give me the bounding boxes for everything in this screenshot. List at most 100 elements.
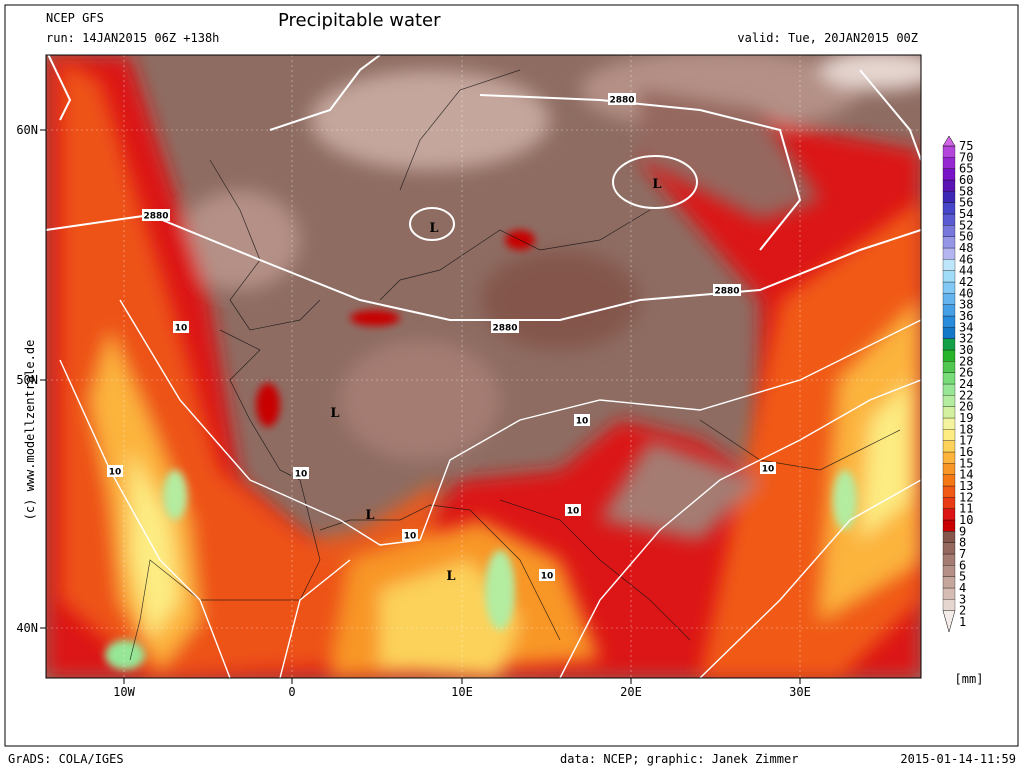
colorbar-label: 65 <box>959 162 973 176</box>
colorbar-box <box>942 349 956 362</box>
contour-label: 2880 <box>714 287 739 297</box>
colorbar-label: 58 <box>959 184 973 198</box>
colorbar-label: 70 <box>959 150 973 164</box>
colorbar-label: 2 <box>959 604 966 618</box>
colorbar-box <box>942 281 956 294</box>
low-marker: L <box>446 569 455 584</box>
contour-label: 2880 <box>143 212 168 222</box>
colorbar-unit: [mm] <box>955 672 984 686</box>
colorbar-label: 42 <box>959 275 973 289</box>
lat-label: 50N <box>16 373 38 387</box>
watermark: (c) www.modellzentrale.de <box>23 340 37 521</box>
colorbar-label: 56 <box>959 196 973 210</box>
lon-label: 20E <box>620 685 642 699</box>
colorbar-label: 34 <box>959 320 973 334</box>
contour-label: 2880 <box>492 324 517 334</box>
colorbar-label: 12 <box>959 490 973 504</box>
map-border <box>45 54 922 679</box>
colorbar-label: 22 <box>959 388 973 402</box>
colorbar-box <box>942 463 956 475</box>
contour-label-box <box>293 467 309 479</box>
contour-label: 10 <box>109 468 122 478</box>
contour-label: 10 <box>567 507 580 517</box>
colorbar-box <box>942 553 956 566</box>
contour-label-box <box>760 462 776 474</box>
credit: data: NCEP; graphic: Janek Zimmer <box>560 752 798 766</box>
colorbar-label: 75 <box>959 139 973 153</box>
colorbar-label: 46 <box>959 252 973 266</box>
colorbar-label: 1 <box>959 615 966 629</box>
contour-label-box <box>107 465 123 477</box>
contour-label-box <box>608 93 636 105</box>
colorbar-box <box>942 383 956 396</box>
colorbar-box <box>942 361 956 373</box>
colorbar-box <box>942 508 956 521</box>
colorbar-box <box>942 406 956 419</box>
low-marker: L <box>429 221 438 236</box>
colorbar-label: 7 <box>959 547 966 561</box>
colorbar-label: 13 <box>959 479 973 493</box>
low-marker: L <box>330 406 339 421</box>
colorbar-box <box>942 191 956 203</box>
lon-label: 30E <box>789 685 811 699</box>
colorbar-box <box>942 599 956 611</box>
colorbar-box <box>942 395 956 407</box>
contour-label: 10 <box>762 465 775 475</box>
colorbar-box <box>942 145 956 158</box>
colorbar-label: 44 <box>959 264 973 278</box>
colorbar-label: 11 <box>959 502 973 516</box>
contour-label-box <box>142 209 170 221</box>
model: NCEP GFS <box>46 11 104 25</box>
colorbar-box <box>942 451 956 464</box>
colorbar-box <box>942 440 956 453</box>
low-marker: L <box>652 177 661 192</box>
colorbar-box <box>942 338 956 351</box>
colorbar-label: 40 <box>959 286 973 300</box>
colorbar-box <box>942 576 956 589</box>
contour-label-box <box>565 504 581 516</box>
colorbar-label: 19 <box>959 411 973 425</box>
colorbar-label: 18 <box>959 422 973 436</box>
colorbar-label: 60 <box>959 173 973 187</box>
colorbar-label: 9 <box>959 524 966 538</box>
contour-label: 10 <box>576 417 589 427</box>
colorbar-box <box>942 565 956 577</box>
contour-label-box <box>491 321 519 333</box>
colorbar-box <box>942 213 956 226</box>
colorbar-label: 4 <box>959 581 966 595</box>
run: run: 14JAN2015 06Z +138h <box>46 31 219 45</box>
colorbar-label: 14 <box>959 468 973 482</box>
colorbar-box <box>942 542 956 555</box>
colorbar-box <box>942 372 956 385</box>
lon-label: 10W <box>113 685 135 699</box>
colorbar-box <box>942 315 956 328</box>
colorbar-box <box>942 587 956 600</box>
colorbar-label: 48 <box>959 241 973 255</box>
colorbar-arrow <box>942 135 956 147</box>
title: Precipitable water <box>278 10 441 31</box>
colorbar-box <box>942 497 956 509</box>
colorbar-box <box>942 485 956 498</box>
contour-label: 10 <box>175 324 188 334</box>
contour-label: 10 <box>295 470 308 480</box>
contour-label-box <box>539 569 555 581</box>
colorbar-label: 26 <box>959 366 973 380</box>
map <box>46 55 921 678</box>
valid: valid: Tue, 20JAN2015 00Z <box>737 31 918 45</box>
contour-label: 10 <box>541 572 554 582</box>
lon-label: 10E <box>451 685 473 699</box>
colorbar-label: 10 <box>959 513 973 527</box>
colorbar-box <box>942 429 956 441</box>
colorbar-box <box>942 531 956 543</box>
colorbar-arrow <box>942 610 956 633</box>
colorbar-label: 38 <box>959 298 973 312</box>
colorbar-label: 30 <box>959 343 973 357</box>
contour-label-box <box>574 414 590 426</box>
colorbar-box <box>942 519 956 532</box>
colorbar-label: 24 <box>959 377 973 391</box>
colorbar-box <box>942 225 956 237</box>
colorbar-box <box>942 168 956 181</box>
colorbar-box <box>942 327 956 339</box>
colorbar-label: 52 <box>959 218 973 232</box>
